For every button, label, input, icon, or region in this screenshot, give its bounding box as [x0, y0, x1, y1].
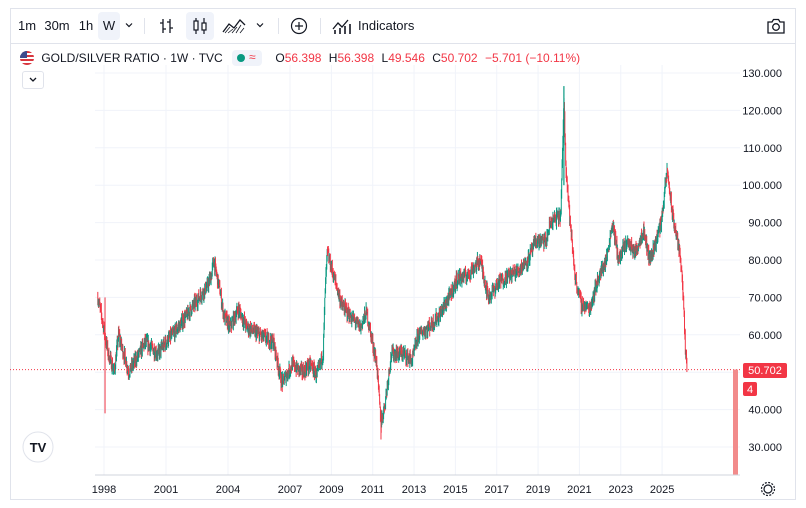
snapshot-button[interactable] — [762, 12, 790, 40]
high-label: H — [328, 51, 338, 65]
close-value: 50.702 — [440, 51, 478, 65]
indicators-label: Indicators — [358, 18, 415, 33]
interval-1h-button[interactable]: 1h — [78, 18, 94, 33]
delayed-data-icon: ≈ — [249, 50, 256, 64]
open-value: 56.398 — [284, 51, 322, 65]
area-chart-type-button[interactable] — [220, 12, 248, 40]
plus-circle-icon — [290, 17, 308, 35]
low-value: 49.546 — [388, 51, 425, 65]
top-toolbar: 1m 30m 1h W — [10, 8, 796, 44]
market-status-badge[interactable]: ≈ — [232, 50, 263, 66]
area-chart-icon — [222, 19, 246, 34]
toolbar-divider — [278, 18, 279, 34]
chart-frame — [10, 8, 796, 500]
symbol-legend: GOLD/SILVER RATIO · 1W · TVC ≈ O56.398 H… — [20, 50, 580, 68]
chart-type-dropdown-button[interactable] — [252, 12, 268, 40]
high-value: 56.398 — [337, 51, 375, 65]
indicators-button[interactable]: Indicators — [328, 12, 420, 40]
toolbar-divider — [320, 18, 321, 34]
open-label: O — [275, 51, 285, 65]
candlestick-icon — [193, 18, 207, 34]
chevron-down-icon — [29, 77, 37, 82]
candles-chart-type-button[interactable] — [186, 12, 214, 40]
status-dot-icon — [237, 54, 246, 62]
legend-collapse-button[interactable] — [22, 71, 44, 89]
interval-dropdown-button[interactable] — [121, 12, 137, 40]
interval-30m-button[interactable]: 30m — [44, 18, 70, 33]
change-value: −5.701 (−10.11%) — [484, 51, 581, 65]
camera-icon — [767, 18, 785, 34]
close-label: C — [432, 51, 441, 65]
interval-1m-button[interactable]: 1m — [17, 18, 37, 33]
low-label: L — [381, 51, 389, 65]
toolbar-divider — [144, 18, 145, 34]
symbol-title[interactable]: GOLD/SILVER RATIO · 1W · TVC — [41, 51, 223, 65]
indicators-icon — [332, 19, 351, 34]
chevron-down-icon — [256, 23, 264, 28]
interval-w-button[interactable]: W — [98, 12, 120, 40]
ohlc-bars-icon — [160, 19, 173, 33]
chevron-down-icon — [125, 23, 133, 28]
bar-chart-type-button[interactable] — [154, 12, 180, 40]
compare-symbol-button[interactable] — [286, 12, 312, 40]
us-flag-icon — [20, 51, 34, 65]
